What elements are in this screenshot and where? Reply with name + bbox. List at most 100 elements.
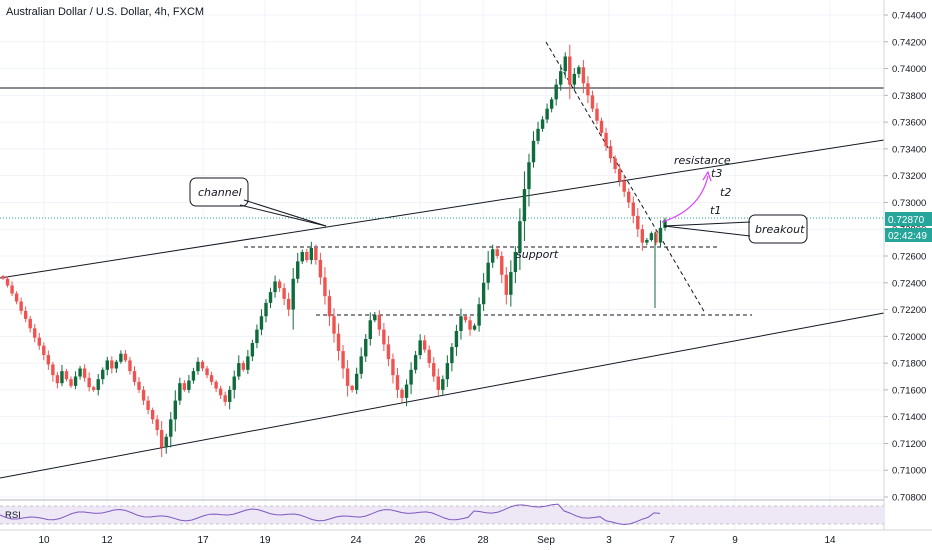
plot-background [0,0,884,500]
time-tick-label: 28 [477,535,489,546]
candle-up [359,356,363,374]
candle-down [209,375,214,382]
candle-up [450,347,454,364]
candle-down [568,56,572,85]
channel-lower-line[interactable] [0,312,885,479]
candle-up [486,262,490,283]
candles [1,44,667,458]
countdown-badge [885,228,932,242]
candle-up [114,361,119,369]
candle-down [82,368,87,378]
grid [0,0,884,530]
time-tick-label: 3 [606,535,612,546]
candle-down [500,256,504,275]
resistance-label[interactable]: resistance [674,154,731,167]
channel-upper-line[interactable] [0,139,885,279]
time-tick-label: 7 [669,535,675,546]
candle-up [490,249,495,263]
candle-up [259,316,264,330]
candle-up [658,227,663,243]
candle-down [123,353,128,361]
t3-label[interactable]: t3 [711,167,722,180]
candle-up [273,281,277,293]
last-price-text: 0.72870 [888,215,925,226]
channel-callout-pointer [239,204,327,227]
candle-up [522,189,527,222]
candle-down [91,387,96,390]
candle-down [640,229,645,243]
candle-down [395,375,400,390]
time-tick-label: 10 [38,535,50,546]
candle-down [400,389,404,398]
candle-up [527,162,531,190]
candle-down [10,285,14,294]
time-tick-label: 19 [259,535,271,546]
price-axis[interactable]: 0.74400 0.74200 0.74000 0.73800 0.73600 0.734… [884,11,932,504]
candle-down [468,320,472,330]
candle-up [119,353,123,362]
candle-down [595,108,599,121]
price-tick-label: 0.72000 [892,332,926,343]
candle-up [572,73,577,85]
candle-up [454,330,459,348]
rsi-band [0,506,884,524]
candle-down [200,361,205,369]
candle-down [377,314,382,330]
candle-up [472,325,477,330]
candle-down [627,191,631,203]
candle-down [218,388,223,396]
time-tick-label: 9 [732,535,738,546]
candle-down [427,349,431,364]
breakout-callout-box[interactable] [748,214,808,244]
candle-down [28,318,32,329]
channel-callout-box[interactable] [189,177,249,207]
candle-down [345,368,350,386]
candle-up [296,261,300,279]
price-tick-label: 0.71200 [892,439,926,450]
candle-down [622,181,626,192]
candle-down [327,296,332,317]
t2-label[interactable]: t2 [720,186,731,199]
candle-down [182,383,187,390]
candle-down [391,359,395,376]
candle-down [341,351,345,369]
candle-down [350,385,354,390]
time-axis[interactable]: 10 12 17 19 24 26 28 Sep 3 7 9 14 [38,535,836,546]
channel-callout-pointer-2 [243,199,327,227]
price-tick-label: 0.74200 [892,37,926,48]
candle-up [291,278,295,310]
candle-down [241,363,246,370]
rsi-label[interactable]: RSI [5,510,21,521]
candle-down [87,377,91,388]
candle-up [250,343,255,357]
candle-down [214,381,218,389]
candle-up [73,376,78,386]
chart-title: Australian Dollar / U.S. Dollar, 4h, FXC… [6,6,205,18]
candle-down [599,120,604,133]
candle-down [604,132,608,147]
candle-up [232,376,236,390]
t1-label[interactable]: t1 [710,204,721,217]
support-label[interactable]: support [516,248,559,261]
rsi-line [0,503,661,526]
candle-up [178,383,182,401]
candle-down [37,337,41,346]
candle-down [5,278,10,286]
last-price-badge[interactable] [885,212,932,226]
candle-down [282,288,286,299]
candle-down [132,371,137,382]
price-tick-label: 0.73400 [892,144,926,155]
candle-up [577,67,581,74]
breakout-callout-pointer [663,221,751,227]
candle-up [445,363,450,380]
breakout-label[interactable]: breakout [755,223,805,236]
candle-up [164,436,168,448]
candle-down [504,274,509,295]
channel-label[interactable]: channel [198,186,242,199]
drawings [0,41,885,479]
price-tick-label: 0.72400 [892,278,926,289]
downtrend-line[interactable] [545,41,706,314]
candle-down [463,316,468,321]
